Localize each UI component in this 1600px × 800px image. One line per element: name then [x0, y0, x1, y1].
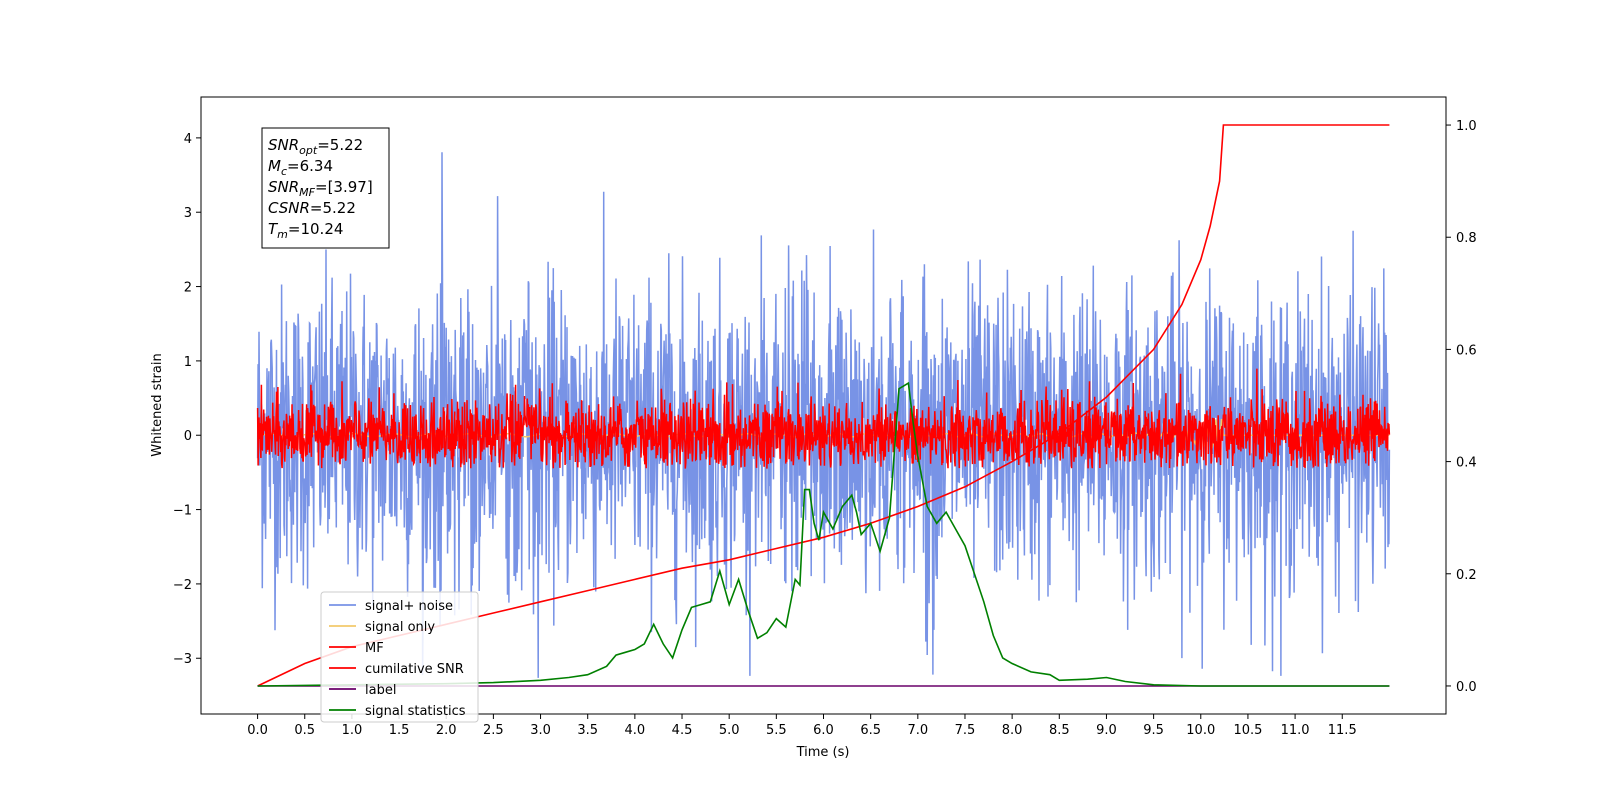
legend-entry[interactable]: signal only	[365, 620, 435, 635]
x-tick-label: 4.0	[625, 723, 646, 738]
series-2-line	[256, 368, 1391, 469]
x-tick-label: 6.5	[860, 723, 881, 738]
x-tick-label: 1.0	[342, 723, 363, 738]
x-tick-label: 0.5	[294, 723, 315, 738]
y2-tick-label: 0.0	[1456, 680, 1477, 695]
y-axis-left: −3 −2 −1 0 1 2 3 4	[173, 132, 201, 667]
legend-box	[320, 591, 479, 723]
legend-entry[interactable]: MF	[365, 641, 384, 656]
annotation-line: SNRopt=5.22	[268, 136, 363, 157]
x-tick-label: 7.0	[907, 723, 928, 738]
y-tick-label: 3	[184, 206, 192, 221]
y2-tick-label: 0.6	[1456, 343, 1477, 358]
x-tick-label: 8.0	[1002, 723, 1023, 738]
x-tick-label: 9.0	[1096, 723, 1117, 738]
y-tick-label: −3	[173, 652, 192, 667]
y2-tick-label: 0.4	[1456, 456, 1477, 471]
x-tick-label: 10.0	[1186, 723, 1215, 738]
y-tick-label: 1	[184, 355, 192, 370]
y2-tick-label: 0.8	[1456, 231, 1477, 246]
x-tick-label: 1.5	[389, 723, 410, 738]
x-tick-label: 4.5	[672, 723, 693, 738]
y-tick-label: −1	[173, 504, 192, 519]
annotation-line: SNRMF=[3.97]	[268, 178, 373, 199]
x-tick-label: 2.5	[483, 723, 504, 738]
x-tick-label: 0.0	[247, 723, 268, 738]
y-axis-label: Whitened strain	[150, 353, 165, 456]
annotation-line: Mc=6.34	[268, 157, 333, 178]
annotation-line: CSNR=5.22	[268, 199, 356, 217]
series-5-line	[257, 381, 1390, 687]
y2-tick-label: 1.0	[1456, 119, 1477, 134]
x-axis: 0.0 0.5 1.0 1.5 2.0 2.5 3.0 3.5 4.0 4.5 5.0 5.5 6.0 6…	[247, 714, 1357, 738]
legend[interactable]: signal+ noise signal only MF cumilative SNR…	[320, 591, 479, 723]
legend-entry[interactable]: signal+ noise	[365, 599, 453, 614]
x-tick-label: 8.5	[1049, 723, 1070, 738]
x-tick-label: 5.0	[719, 723, 740, 738]
x-axis-label: Time (s)	[796, 745, 850, 760]
x-tick-label: 3.0	[530, 723, 551, 738]
y-tick-label: 0	[184, 429, 192, 444]
y-tick-label: 4	[184, 132, 192, 147]
x-tick-label: 6.0	[813, 723, 834, 738]
y-axis-right: 0.0 0.2 0.4 0.6 0.8 1.0	[1446, 119, 1477, 695]
legend-entry[interactable]: signal statistics	[365, 704, 466, 719]
legend-entry[interactable]: label	[365, 683, 396, 698]
legend-entry[interactable]: cumilative SNR	[365, 662, 464, 677]
y2-tick-label: 0.2	[1456, 568, 1477, 583]
x-tick-label: 5.5	[766, 723, 787, 738]
x-tick-label: 2.0	[436, 723, 457, 738]
x-tick-label: 7.5	[955, 723, 976, 738]
x-tick-label: 3.5	[577, 723, 598, 738]
y-tick-label: 2	[184, 281, 192, 296]
x-tick-label: 11.5	[1328, 723, 1357, 738]
x-tick-label: 9.5	[1143, 723, 1164, 738]
x-tick-label: 10.5	[1233, 723, 1262, 738]
annotation-line: Tm=10.24	[268, 220, 343, 241]
annotation-box	[261, 127, 390, 249]
x-tick-label: 11.0	[1281, 723, 1310, 738]
y-tick-label: −2	[173, 578, 192, 593]
